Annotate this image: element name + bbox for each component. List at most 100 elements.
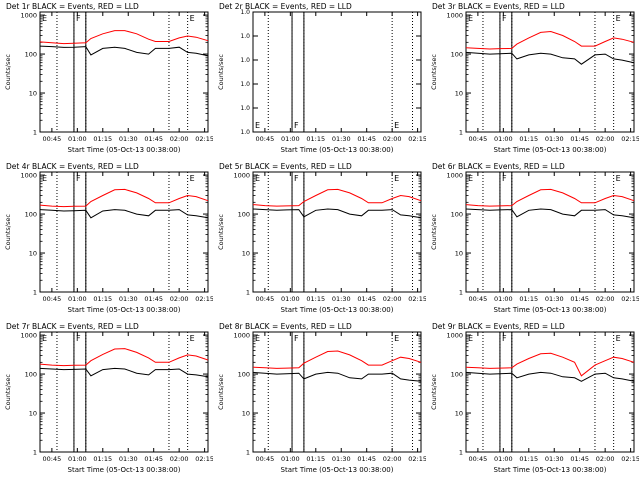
event-marker: E xyxy=(190,334,195,343)
x-tick-label: 01:45 xyxy=(144,455,163,463)
series-events-line xyxy=(252,371,422,382)
x-tick-label: 01:30 xyxy=(119,295,138,303)
event-marker: E xyxy=(394,334,399,343)
x-tick-label: 01:15 xyxy=(306,135,325,143)
x-axis-label: Start Time (05-Oct-13 00:38:00) xyxy=(68,146,181,154)
series-events-line xyxy=(39,367,209,378)
chart-title: Det 5r BLACK = Events, RED = LLD xyxy=(219,162,352,171)
event-marker: E xyxy=(394,121,399,130)
x-tick-label: 01:15 xyxy=(306,295,325,303)
plot-frame xyxy=(252,11,422,133)
x-tick-label: 02:00 xyxy=(596,455,615,463)
x-tick-label: 02:15 xyxy=(195,455,213,463)
series-events-line xyxy=(39,209,209,219)
y-tick-label: 10 xyxy=(455,250,463,258)
y-tick-label: 100 xyxy=(238,211,250,219)
series-lld-line xyxy=(39,30,209,45)
chart-svg: Det 2r BLACK = Events, RED = LLD Counts/s… xyxy=(217,2,427,154)
x-tick-label: 01:45 xyxy=(357,135,376,143)
y-tick-label: 1000 xyxy=(446,12,463,20)
y-tick-label: 1.0 xyxy=(240,33,250,40)
event-marker: F xyxy=(76,174,81,183)
x-axis-label: Start Time (05-Oct-13 00:38:00) xyxy=(281,466,394,474)
event-marker: E xyxy=(394,174,399,183)
y-tick-label: 1 xyxy=(33,449,37,457)
x-tick-label: 01:45 xyxy=(144,295,163,303)
x-tick-label: 02:15 xyxy=(408,455,426,463)
event-marker: F xyxy=(502,334,507,343)
plot-frame xyxy=(465,11,635,133)
x-tick-label: 02:15 xyxy=(621,295,639,303)
plot-frame xyxy=(465,171,635,293)
series-events-line xyxy=(252,208,422,219)
series-lld-line xyxy=(39,348,209,367)
x-tick-label: 00:45 xyxy=(43,295,62,303)
x-tick-label: 02:15 xyxy=(195,295,213,303)
chart-title: Det 6r BLACK = Events, RED = LLD xyxy=(432,162,565,171)
x-tick-label: 02:00 xyxy=(383,135,402,143)
y-tick-label: 10 xyxy=(29,410,37,418)
y-axis-label: Counts/sec xyxy=(217,374,225,410)
x-tick-label: 02:15 xyxy=(195,135,213,143)
chart-title: Det 3r BLACK = Events, RED = LLD xyxy=(432,2,565,11)
series-lld-line xyxy=(252,350,422,369)
y-tick-label: 1.0 xyxy=(240,105,250,112)
detector-panel-2: Det 2r BLACK = Events, RED = LLD Counts/s… xyxy=(213,0,427,160)
x-tick-label: 00:45 xyxy=(469,135,488,143)
x-tick-label: 01:00 xyxy=(281,135,300,143)
x-tick-label: 02:00 xyxy=(383,455,402,463)
event-marker: E xyxy=(42,334,47,343)
x-tick-label: 02:00 xyxy=(596,295,615,303)
chart-title: Det 4r BLACK = Events, RED = LLD xyxy=(6,162,139,171)
x-axis-label: Start Time (05-Oct-13 00:38:00) xyxy=(68,306,181,314)
y-tick-label: 1 xyxy=(459,129,463,137)
y-tick-label: 1 xyxy=(33,129,37,137)
y-tick-label: 1 xyxy=(246,449,250,457)
x-tick-label: 01:15 xyxy=(519,295,538,303)
x-axis-label: Start Time (05-Oct-13 00:38:00) xyxy=(494,146,607,154)
series-lld-line xyxy=(252,188,422,207)
x-tick-label: 01:00 xyxy=(281,455,300,463)
detector-panel-4: Det 4r BLACK = Events, RED = LLD Counts/s… xyxy=(0,160,214,320)
y-tick-label: 100 xyxy=(451,51,463,59)
y-tick-label: 100 xyxy=(25,211,37,219)
chart-svg: Det 5r BLACK = Events, RED = LLD Counts/s… xyxy=(217,162,427,314)
series-events-line xyxy=(465,208,635,219)
x-tick-label: 01:00 xyxy=(494,135,513,143)
y-tick-label: 100 xyxy=(238,371,250,379)
series-lld-line xyxy=(465,188,635,207)
x-axis-label: Start Time (05-Oct-13 00:38:00) xyxy=(68,466,181,474)
x-axis-label: Start Time (05-Oct-13 00:38:00) xyxy=(281,146,394,154)
event-marker: F xyxy=(294,174,299,183)
event-marker: E xyxy=(255,121,260,130)
event-marker: F xyxy=(502,14,507,23)
chart-title: Det 2r BLACK = Events, RED = LLD xyxy=(219,2,352,11)
y-tick-label: 10 xyxy=(29,250,37,258)
x-axis-label: Start Time (05-Oct-13 00:38:00) xyxy=(281,306,394,314)
chart-svg: Det 7r BLACK = Events, RED = LLD Counts/s… xyxy=(4,322,214,474)
x-tick-label: 02:00 xyxy=(170,455,189,463)
y-tick-label: 1000 xyxy=(20,172,37,180)
series-lld-line xyxy=(39,188,209,208)
event-marker: F xyxy=(76,14,81,23)
series-events-line xyxy=(39,45,209,57)
event-marker: E xyxy=(468,14,473,23)
y-tick-label: 1 xyxy=(459,449,463,457)
x-tick-label: 01:45 xyxy=(357,455,376,463)
x-axis-label: Start Time (05-Oct-13 00:38:00) xyxy=(494,466,607,474)
x-tick-label: 01:45 xyxy=(570,455,589,463)
y-tick-label: 1 xyxy=(459,289,463,297)
x-tick-label: 00:45 xyxy=(43,455,62,463)
y-tick-label: 100 xyxy=(25,371,37,379)
chart-svg: Det 8r BLACK = Events, RED = LLD Counts/s… xyxy=(217,322,427,474)
plot-frame xyxy=(39,331,209,453)
series-lld-line xyxy=(465,30,635,50)
x-tick-label: 00:45 xyxy=(43,135,62,143)
x-tick-label: 00:45 xyxy=(469,455,488,463)
x-tick-label: 00:45 xyxy=(469,295,488,303)
plot-frame xyxy=(252,171,422,293)
y-axis-label: Counts/sec xyxy=(217,54,225,90)
chart-title: Det 9r BLACK = Events, RED = LLD xyxy=(432,322,565,331)
event-marker: F xyxy=(502,174,507,183)
